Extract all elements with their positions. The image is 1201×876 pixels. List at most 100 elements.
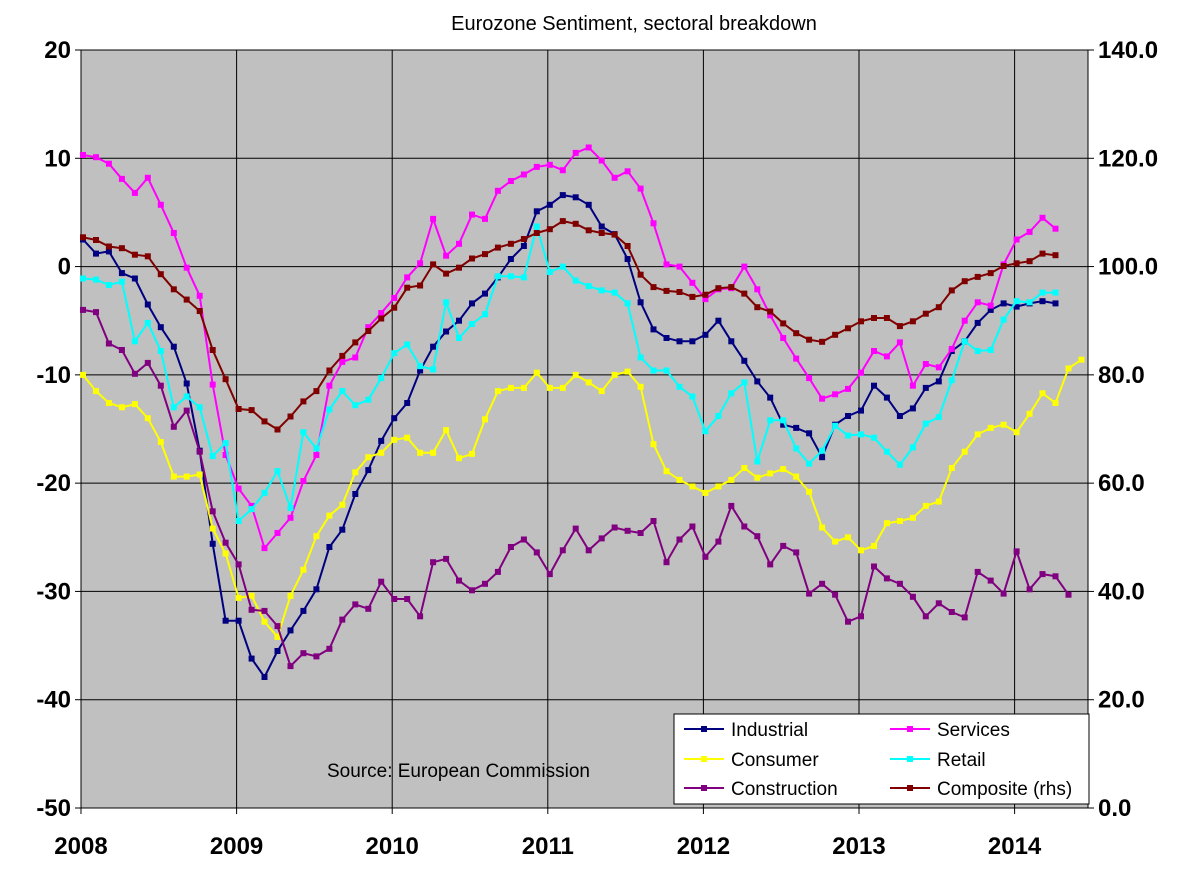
data-point	[689, 523, 696, 530]
data-point	[806, 590, 813, 597]
y-left-tick-label: -10	[36, 362, 71, 389]
data-point	[637, 354, 644, 361]
data-point	[391, 596, 398, 602]
data-point	[443, 299, 450, 306]
data-point	[469, 450, 475, 457]
data-point	[300, 398, 307, 405]
data-point	[274, 468, 281, 475]
x-tick-label: 2011	[522, 833, 574, 860]
data-point	[196, 471, 203, 478]
data-point	[974, 319, 981, 326]
data-point	[209, 508, 216, 515]
data-point	[170, 286, 177, 293]
data-point	[507, 273, 514, 280]
source-note: Source: European Commission	[327, 761, 590, 782]
data-point	[728, 390, 735, 397]
data-point	[1000, 421, 1007, 428]
data-point	[507, 384, 514, 391]
data-point	[482, 251, 488, 258]
data-point	[1065, 365, 1072, 372]
data-point	[520, 171, 527, 178]
data-point	[961, 278, 968, 285]
data-point	[261, 674, 268, 680]
data-point	[987, 347, 994, 353]
data-point	[948, 377, 955, 384]
data-point	[131, 251, 138, 258]
data-point	[702, 553, 709, 560]
data-point	[559, 192, 566, 199]
data-point	[248, 592, 255, 599]
data-point	[780, 417, 787, 424]
series-line-industrial	[82, 194, 1056, 679]
x-tick-label: 2010	[366, 833, 419, 860]
data-point	[326, 544, 333, 550]
data-point	[832, 391, 839, 398]
data-point	[287, 592, 294, 599]
data-point	[1026, 410, 1033, 417]
series-consumer	[80, 356, 1085, 640]
series-lines	[80, 144, 1085, 680]
data-point	[391, 415, 398, 422]
data-point	[858, 407, 864, 414]
data-point	[883, 448, 890, 455]
data-point	[352, 402, 359, 409]
data-point	[935, 414, 942, 421]
data-point	[585, 201, 592, 208]
data-point	[650, 326, 657, 333]
data-point	[248, 606, 255, 613]
data-point	[883, 315, 890, 321]
y-axis-right: 140.0 120.0 100.0 80.0 60.0 40.0 20.0 0.0	[1088, 37, 1158, 822]
data-point	[222, 617, 229, 624]
legend-label: Services	[937, 720, 1010, 741]
data-point	[274, 633, 281, 640]
data-point	[482, 215, 488, 222]
data-point	[559, 547, 566, 554]
data-point	[572, 220, 579, 227]
data-point	[663, 335, 670, 341]
data-point	[144, 415, 151, 422]
data-point	[974, 299, 981, 306]
data-point	[456, 455, 462, 462]
data-point	[961, 338, 968, 345]
data-point	[365, 328, 372, 334]
data-point	[546, 571, 553, 578]
data-point	[935, 600, 942, 607]
data-point	[494, 388, 501, 395]
data-point	[896, 413, 903, 419]
data-point	[741, 379, 748, 386]
data-point	[391, 436, 398, 443]
legend-entry-industrial: Industrial	[684, 720, 808, 741]
data-point	[896, 339, 903, 346]
data-point	[326, 406, 333, 413]
data-point	[624, 527, 631, 534]
legend: Industrial Services Consumer Retail Construc…	[673, 713, 1090, 805]
y-right-tick-label: 0.0	[1098, 795, 1131, 822]
data-point	[430, 343, 437, 350]
data-point	[339, 388, 346, 395]
data-point	[93, 250, 99, 257]
data-point	[896, 323, 903, 330]
data-point	[157, 348, 164, 354]
data-point	[961, 448, 968, 455]
data-point	[922, 502, 929, 509]
data-point	[974, 273, 981, 280]
data-point	[663, 559, 670, 566]
data-point	[987, 270, 994, 277]
data-point	[196, 292, 203, 299]
data-point	[780, 542, 787, 549]
data-point	[274, 623, 281, 630]
data-point	[533, 163, 540, 170]
data-point	[728, 338, 735, 345]
x-tick-label: 2012	[677, 833, 730, 860]
data-point	[935, 498, 942, 505]
x-tick-label: 2014	[988, 833, 1042, 860]
data-point	[935, 378, 942, 385]
data-point	[456, 577, 462, 584]
data-point	[987, 577, 994, 584]
data-point	[339, 352, 346, 359]
legend-swatch-marker	[701, 756, 707, 762]
data-point	[365, 454, 372, 461]
data-point	[650, 284, 657, 291]
data-point	[313, 533, 320, 540]
data-point	[365, 324, 372, 331]
